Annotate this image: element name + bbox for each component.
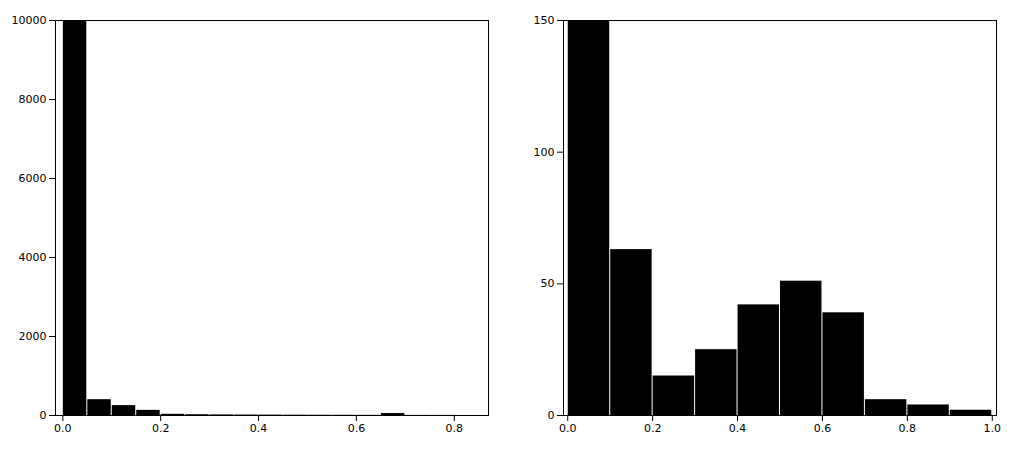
svg-text:8000: 8000: [19, 93, 47, 106]
svg-text:10000: 10000: [12, 14, 47, 27]
svg-text:0.0: 0.0: [559, 422, 577, 435]
svg-text:100: 100: [534, 146, 555, 159]
svg-text:0: 0: [548, 409, 555, 422]
svg-text:0.4: 0.4: [250, 422, 268, 435]
svg-text:0.8: 0.8: [899, 422, 917, 435]
svg-text:0.2: 0.2: [152, 422, 170, 435]
svg-text:0.6: 0.6: [348, 422, 366, 435]
svg-text:0.4: 0.4: [729, 422, 747, 435]
svg-text:1.0: 1.0: [984, 422, 1002, 435]
svg-text:2000: 2000: [19, 330, 47, 343]
svg-text:0.6: 0.6: [814, 422, 832, 435]
svg-text:0.8: 0.8: [446, 422, 464, 435]
svg-text:0.0: 0.0: [54, 422, 72, 435]
svg-text:150: 150: [534, 14, 555, 27]
svg-text:6000: 6000: [19, 172, 47, 185]
svg-text:50: 50: [541, 277, 555, 290]
svg-text:4000: 4000: [19, 251, 47, 264]
svg-text:0.2: 0.2: [644, 422, 662, 435]
svg-text:0: 0: [40, 409, 47, 422]
